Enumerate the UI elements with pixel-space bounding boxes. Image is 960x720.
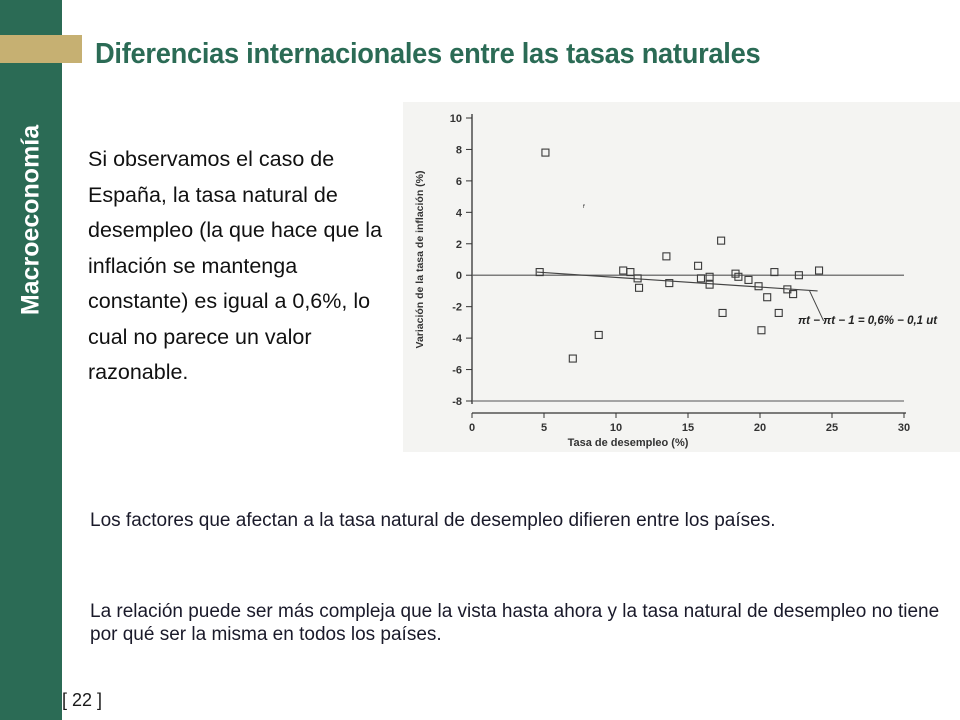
x-axis-title: Tasa de desempleo (%)	[568, 437, 689, 449]
data-point	[594, 330, 603, 340]
data-point	[763, 293, 772, 302]
data-point	[619, 266, 628, 275]
data-point	[705, 280, 714, 289]
data-point	[770, 268, 779, 277]
phillips-curve-figure: 10 8 6 4 2 0 -2 -4 -6 -8 0 5 10 15 20 25 30 Tasa de desem…	[403, 102, 960, 452]
x-tick-label: 5	[541, 422, 547, 434]
x-tick-label: 20	[754, 422, 766, 434]
fitted-line	[536, 271, 818, 292]
data-point	[568, 354, 577, 363]
equation-label: πt − πt − 1 = 0,6% − 0,1 ut	[798, 315, 938, 327]
data-point	[541, 148, 550, 157]
x-tick-label: 25	[826, 422, 838, 434]
sidebar	[0, 0, 62, 720]
data-point	[718, 308, 727, 318]
data-point	[717, 236, 726, 245]
accent-bar	[0, 35, 82, 63]
data-point	[744, 275, 753, 284]
data-point	[814, 266, 824, 275]
y-tick-label: -2	[452, 302, 462, 314]
y-tick-label: -8	[452, 396, 462, 408]
data-point	[757, 326, 766, 335]
equation-leader-line	[809, 290, 825, 322]
y-tick-label: 2	[456, 239, 462, 251]
data-point	[662, 252, 671, 261]
y-tick-label: 0	[456, 270, 462, 282]
y-tick-label: 6	[456, 176, 462, 188]
x-tick-label: 0	[469, 422, 475, 434]
bullet-factors: Los factores que afectan a la tasa natur…	[90, 510, 776, 531]
data-point	[535, 268, 544, 277]
bullet-relation: La relación puede ser más compleja que l…	[90, 601, 940, 645]
data-point	[794, 271, 803, 280]
y-tick-label: -4	[452, 333, 463, 345]
data-point	[789, 290, 798, 299]
data-point	[696, 274, 706, 283]
sidebar-title: Macroeconomía	[16, 124, 45, 316]
page-title: Diferencias internacionales entre las ta…	[95, 38, 761, 70]
data-point	[694, 261, 703, 270]
x-tick-label: 10	[610, 422, 622, 434]
data-point	[634, 283, 644, 292]
y-axis-title: Variación de la tasa de inflación (%)	[414, 171, 426, 349]
data-point	[626, 268, 635, 277]
page-number: [ 22 ]	[62, 690, 103, 710]
stray-mark: ᶠ	[583, 204, 586, 214]
data-point	[633, 274, 642, 283]
data-point	[783, 285, 792, 294]
data-point	[705, 272, 714, 281]
data-point	[734, 272, 743, 281]
x-tick-label: 15	[682, 422, 694, 434]
y-tick-label: 4	[456, 207, 463, 219]
y-tick-label: -6	[452, 365, 462, 377]
data-point	[665, 279, 674, 288]
y-tick-label: 10	[450, 113, 462, 125]
data-point	[754, 282, 763, 291]
intro-text: Si observamos el caso de España, la tasa…	[88, 147, 383, 384]
y-tick-label: 8	[456, 144, 462, 156]
x-tick-label: 30	[898, 422, 910, 434]
data-point	[774, 308, 783, 318]
